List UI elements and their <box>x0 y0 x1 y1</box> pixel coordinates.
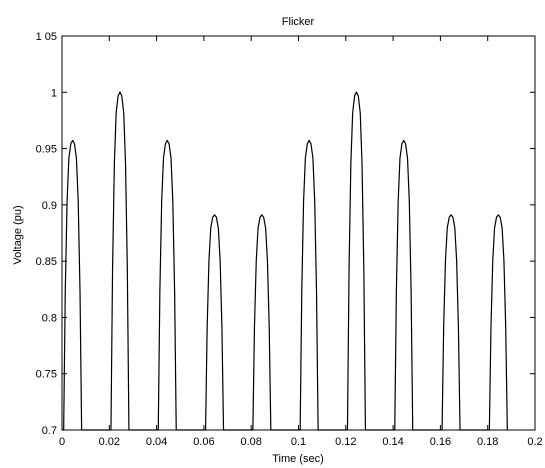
y-tick-label: 0.95 <box>36 144 57 156</box>
x-tick-label: 0.16 <box>430 436 451 448</box>
y-tick-label: 0.9 <box>42 200 57 212</box>
plot-series <box>62 91 508 431</box>
y-tick-label: 0.85 <box>36 256 57 268</box>
y-tick-label: 1 <box>51 87 57 99</box>
x-tick-label: 0.1 <box>291 436 306 448</box>
x-tick-label: 0.14 <box>382 436 403 448</box>
y-axis-title: Voltage (pu) <box>12 205 24 264</box>
x-tick-label: 0.08 <box>240 436 261 448</box>
y-tick-label: 0.75 <box>36 369 57 381</box>
voltage-peak-point <box>308 139 310 142</box>
voltage-peak-point <box>166 139 169 142</box>
voltage-peak-point <box>261 214 263 216</box>
x-tick-label: 0.02 <box>99 436 120 448</box>
y-tick-label: 1 05 <box>36 31 57 43</box>
x-tick-label: 0.12 <box>335 436 356 448</box>
x-tick-label: 0 <box>59 436 65 448</box>
voltage-peak-point <box>497 214 500 216</box>
voltage-trace <box>62 91 508 431</box>
x-axis-title: Time (sec) <box>272 453 324 465</box>
y-tick-label: 0.8 <box>42 312 57 324</box>
voltage-peak-point <box>402 139 405 142</box>
x-tick-label: 0.04 <box>146 436 167 448</box>
plot-frame <box>61 35 536 431</box>
y-tick-label: 0.7 <box>42 425 57 437</box>
x-tick-label: 0.18 <box>477 436 498 448</box>
x-tick-label: 0.2 <box>527 436 542 448</box>
chart-title: Flicker <box>282 16 315 28</box>
voltage-peak-point <box>119 91 121 94</box>
voltage-peak-point <box>450 214 452 216</box>
voltage-peak-point <box>355 91 358 94</box>
x-tick-label: 0.06 <box>193 436 214 448</box>
voltage-peak-point <box>213 214 216 216</box>
axis-ticks: 0 0.02 0.04 0.06 0.08 0.1 0.12 0.14 0.16 0.18 0.2 0… <box>36 31 543 448</box>
voltage-peak-point <box>71 139 74 142</box>
